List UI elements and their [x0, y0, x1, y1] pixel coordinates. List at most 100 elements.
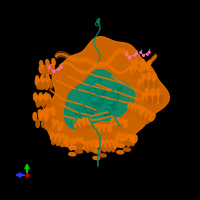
Ellipse shape: [118, 137, 122, 145]
Ellipse shape: [55, 133, 59, 141]
Ellipse shape: [107, 124, 111, 132]
Ellipse shape: [92, 98, 101, 103]
Ellipse shape: [147, 78, 151, 86]
Ellipse shape: [132, 108, 137, 115]
Ellipse shape: [91, 104, 100, 108]
Ellipse shape: [105, 140, 109, 148]
Ellipse shape: [42, 120, 45, 128]
Ellipse shape: [61, 139, 65, 147]
Ellipse shape: [59, 134, 64, 143]
Ellipse shape: [95, 82, 104, 86]
Ellipse shape: [94, 83, 101, 87]
Ellipse shape: [91, 140, 95, 148]
Ellipse shape: [84, 83, 93, 88]
Ellipse shape: [110, 95, 119, 99]
Ellipse shape: [103, 124, 107, 132]
Ellipse shape: [109, 100, 117, 105]
Ellipse shape: [111, 116, 115, 124]
Ellipse shape: [99, 85, 108, 90]
Ellipse shape: [77, 107, 84, 113]
Ellipse shape: [39, 82, 42, 89]
Ellipse shape: [118, 138, 125, 141]
Ellipse shape: [143, 63, 147, 71]
Ellipse shape: [64, 136, 68, 144]
Ellipse shape: [49, 68, 53, 75]
Ellipse shape: [159, 96, 163, 103]
Ellipse shape: [81, 122, 86, 130]
Ellipse shape: [141, 108, 147, 116]
Ellipse shape: [46, 75, 49, 82]
Ellipse shape: [123, 148, 131, 151]
Ellipse shape: [94, 79, 102, 83]
Ellipse shape: [144, 79, 147, 87]
Ellipse shape: [99, 114, 107, 119]
Ellipse shape: [97, 96, 106, 101]
Ellipse shape: [37, 82, 41, 89]
Ellipse shape: [35, 78, 39, 85]
Ellipse shape: [141, 113, 147, 121]
Ellipse shape: [94, 124, 98, 132]
Ellipse shape: [101, 140, 104, 148]
Ellipse shape: [137, 65, 140, 72]
Ellipse shape: [45, 98, 49, 105]
Ellipse shape: [66, 139, 70, 147]
Ellipse shape: [113, 140, 117, 148]
Ellipse shape: [33, 93, 37, 100]
Ellipse shape: [49, 123, 55, 131]
Ellipse shape: [46, 60, 49, 66]
Ellipse shape: [148, 98, 153, 106]
Ellipse shape: [134, 58, 138, 65]
Ellipse shape: [56, 137, 61, 146]
Ellipse shape: [130, 135, 134, 143]
Ellipse shape: [149, 80, 153, 87]
Ellipse shape: [141, 67, 146, 75]
Ellipse shape: [112, 94, 119, 98]
Ellipse shape: [73, 107, 80, 113]
Ellipse shape: [83, 104, 92, 109]
Ellipse shape: [39, 112, 42, 120]
Ellipse shape: [100, 148, 107, 151]
Ellipse shape: [77, 123, 81, 131]
Ellipse shape: [45, 121, 50, 129]
Ellipse shape: [138, 79, 142, 87]
Ellipse shape: [53, 121, 59, 129]
Ellipse shape: [127, 138, 131, 147]
Ellipse shape: [36, 100, 40, 107]
Ellipse shape: [86, 93, 95, 98]
Ellipse shape: [156, 95, 160, 103]
Ellipse shape: [49, 111, 54, 119]
Ellipse shape: [47, 100, 50, 107]
Ellipse shape: [79, 99, 86, 105]
Ellipse shape: [33, 112, 37, 120]
Ellipse shape: [43, 79, 47, 86]
Ellipse shape: [36, 76, 39, 83]
Ellipse shape: [44, 93, 48, 100]
Ellipse shape: [103, 107, 112, 112]
Ellipse shape: [49, 81, 52, 88]
Ellipse shape: [94, 144, 101, 147]
Ellipse shape: [83, 142, 87, 149]
Ellipse shape: [104, 113, 111, 117]
Ellipse shape: [76, 143, 83, 147]
Ellipse shape: [37, 98, 41, 106]
Ellipse shape: [77, 142, 81, 149]
Ellipse shape: [122, 138, 127, 146]
Polygon shape: [64, 70, 135, 129]
Ellipse shape: [101, 128, 105, 136]
Ellipse shape: [78, 105, 87, 111]
Ellipse shape: [138, 64, 143, 72]
Ellipse shape: [45, 82, 49, 90]
Ellipse shape: [151, 89, 154, 96]
Ellipse shape: [52, 59, 55, 65]
Ellipse shape: [96, 102, 105, 106]
Ellipse shape: [91, 81, 98, 85]
Ellipse shape: [99, 154, 106, 157]
Ellipse shape: [75, 150, 83, 153]
Ellipse shape: [35, 95, 39, 103]
Ellipse shape: [108, 86, 116, 91]
Ellipse shape: [112, 120, 117, 128]
Ellipse shape: [43, 94, 47, 102]
Ellipse shape: [151, 78, 155, 86]
Ellipse shape: [139, 107, 143, 114]
Ellipse shape: [109, 140, 113, 148]
